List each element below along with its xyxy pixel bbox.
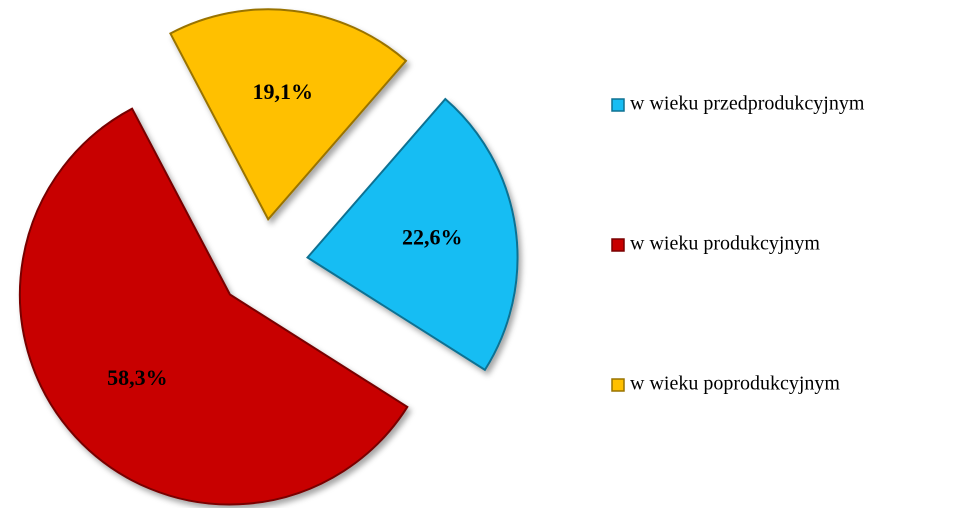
pie-slice <box>169 8 408 222</box>
legend-marker <box>611 238 625 252</box>
legend-label: w wieku przedprodukcyjnym <box>630 93 865 115</box>
legend-label: w wieku produkcyjnym <box>630 233 820 255</box>
pie-slice <box>18 107 409 506</box>
value-label: 58,3% <box>107 365 168 390</box>
legend-marker <box>611 378 625 392</box>
pie-slice <box>306 97 519 372</box>
legend-label: w wieku poprodukcyjnym <box>630 373 840 395</box>
value-label: 22,6% <box>402 224 463 249</box>
value-label: 19,1% <box>252 79 313 104</box>
legend-marker <box>611 98 625 112</box>
